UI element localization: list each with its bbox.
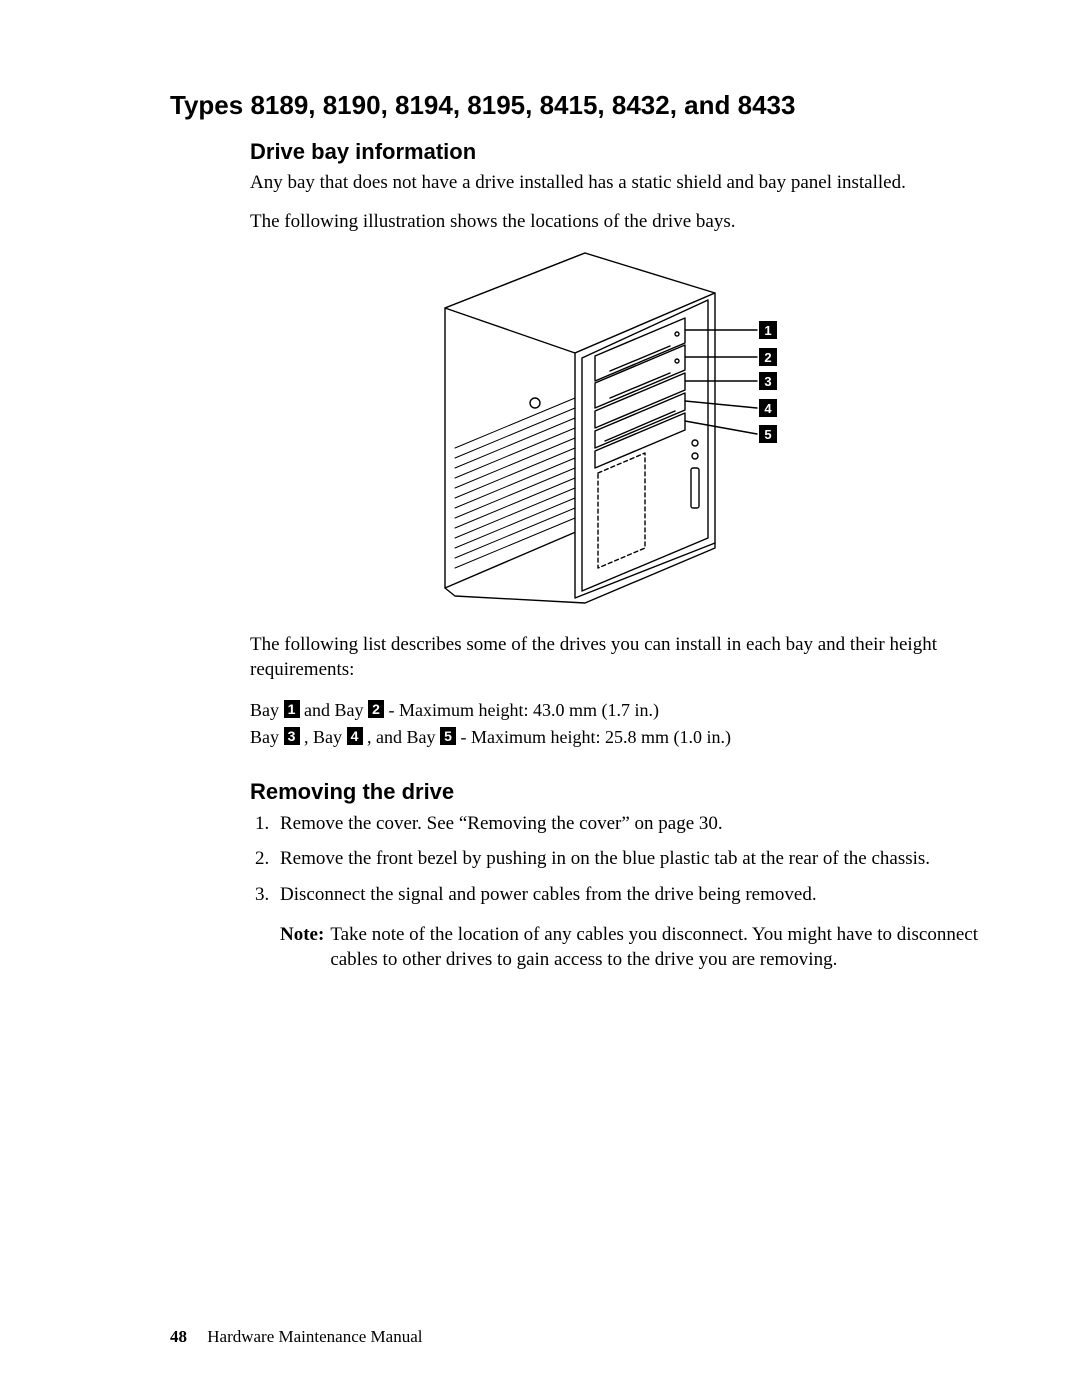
bay-spec-line-2: Bay 3 , Bay 4 , and Bay 5 - Maximum heig… (250, 724, 980, 751)
bay-spec-line-1: Bay 1 and Bay 2 - Maximum height: 43.0 m… (250, 697, 980, 724)
bay-spec-2-post: - Maximum height: 25.8 mm (1.0 in.) (460, 727, 730, 747)
content-indent-block: Drive bay information Any bay that does … (250, 139, 980, 973)
bay-spec-1-post: - Maximum height: 43.0 mm (1.7 in.) (388, 700, 658, 720)
callout-1: 1 (764, 323, 771, 338)
bay-number-box-2: 2 (368, 700, 384, 718)
bay-number-box-4: 4 (347, 727, 363, 745)
note-label: Note: (280, 922, 330, 973)
section-title-removing: Removing the drive (250, 779, 980, 805)
step-3-note: Note: Take note of the location of any c… (280, 922, 980, 973)
step-2: Remove the front bezel by pushing in on … (274, 846, 980, 872)
bay-number-box-1: 1 (284, 700, 300, 718)
bay-number-box-5: 5 (440, 727, 456, 745)
section-title-drive-bay: Drive bay information (250, 139, 980, 165)
callout-5: 5 (764, 427, 771, 442)
bay-spec-2-mid-a: , Bay (304, 727, 347, 747)
callout-3: 3 (764, 374, 771, 389)
bay-height-list: Bay 1 and Bay 2 - Maximum height: 43.0 m… (250, 697, 980, 751)
document-page: Types 8189, 8190, 8194, 8195, 8415, 8432… (0, 0, 1080, 1397)
bay-number-box-3: 3 (284, 727, 300, 745)
bay-spec-1-mid: and Bay (304, 700, 368, 720)
bay-spec-2-pre-a: Bay (250, 727, 284, 747)
bay-spec-2-mid-b: , and Bay (367, 727, 440, 747)
page-title-h1: Types 8189, 8190, 8194, 8195, 8415, 8432… (170, 90, 980, 121)
drive-bay-illustration: 1 2 3 4 5 (250, 248, 980, 613)
callout-4: 4 (764, 401, 772, 416)
note-body: Take note of the location of any cables … (330, 922, 980, 973)
step-1: Remove the cover. See “Removing the cove… (274, 811, 980, 837)
step-3-text: Disconnect the signal and power cables f… (280, 884, 817, 905)
removing-steps-list: Remove the cover. See “Removing the cove… (250, 811, 980, 973)
page-number: 48 (170, 1327, 187, 1346)
bay-spec-1-pre-a: Bay (250, 700, 284, 720)
footer-title: Hardware Maintenance Manual (207, 1327, 422, 1346)
drive-bay-paragraph-1: Any bay that does not have a drive insta… (250, 171, 980, 196)
callout-2: 2 (764, 350, 771, 365)
drive-bay-paragraph-3: The following list describes some of the… (250, 633, 980, 682)
page-footer: 48 Hardware Maintenance Manual (170, 1327, 422, 1347)
tower-drive-bay-svg: 1 2 3 4 5 (385, 248, 845, 608)
drive-bay-paragraph-2: The following illustration shows the loc… (250, 210, 980, 235)
step-3: Disconnect the signal and power cables f… (274, 882, 980, 973)
